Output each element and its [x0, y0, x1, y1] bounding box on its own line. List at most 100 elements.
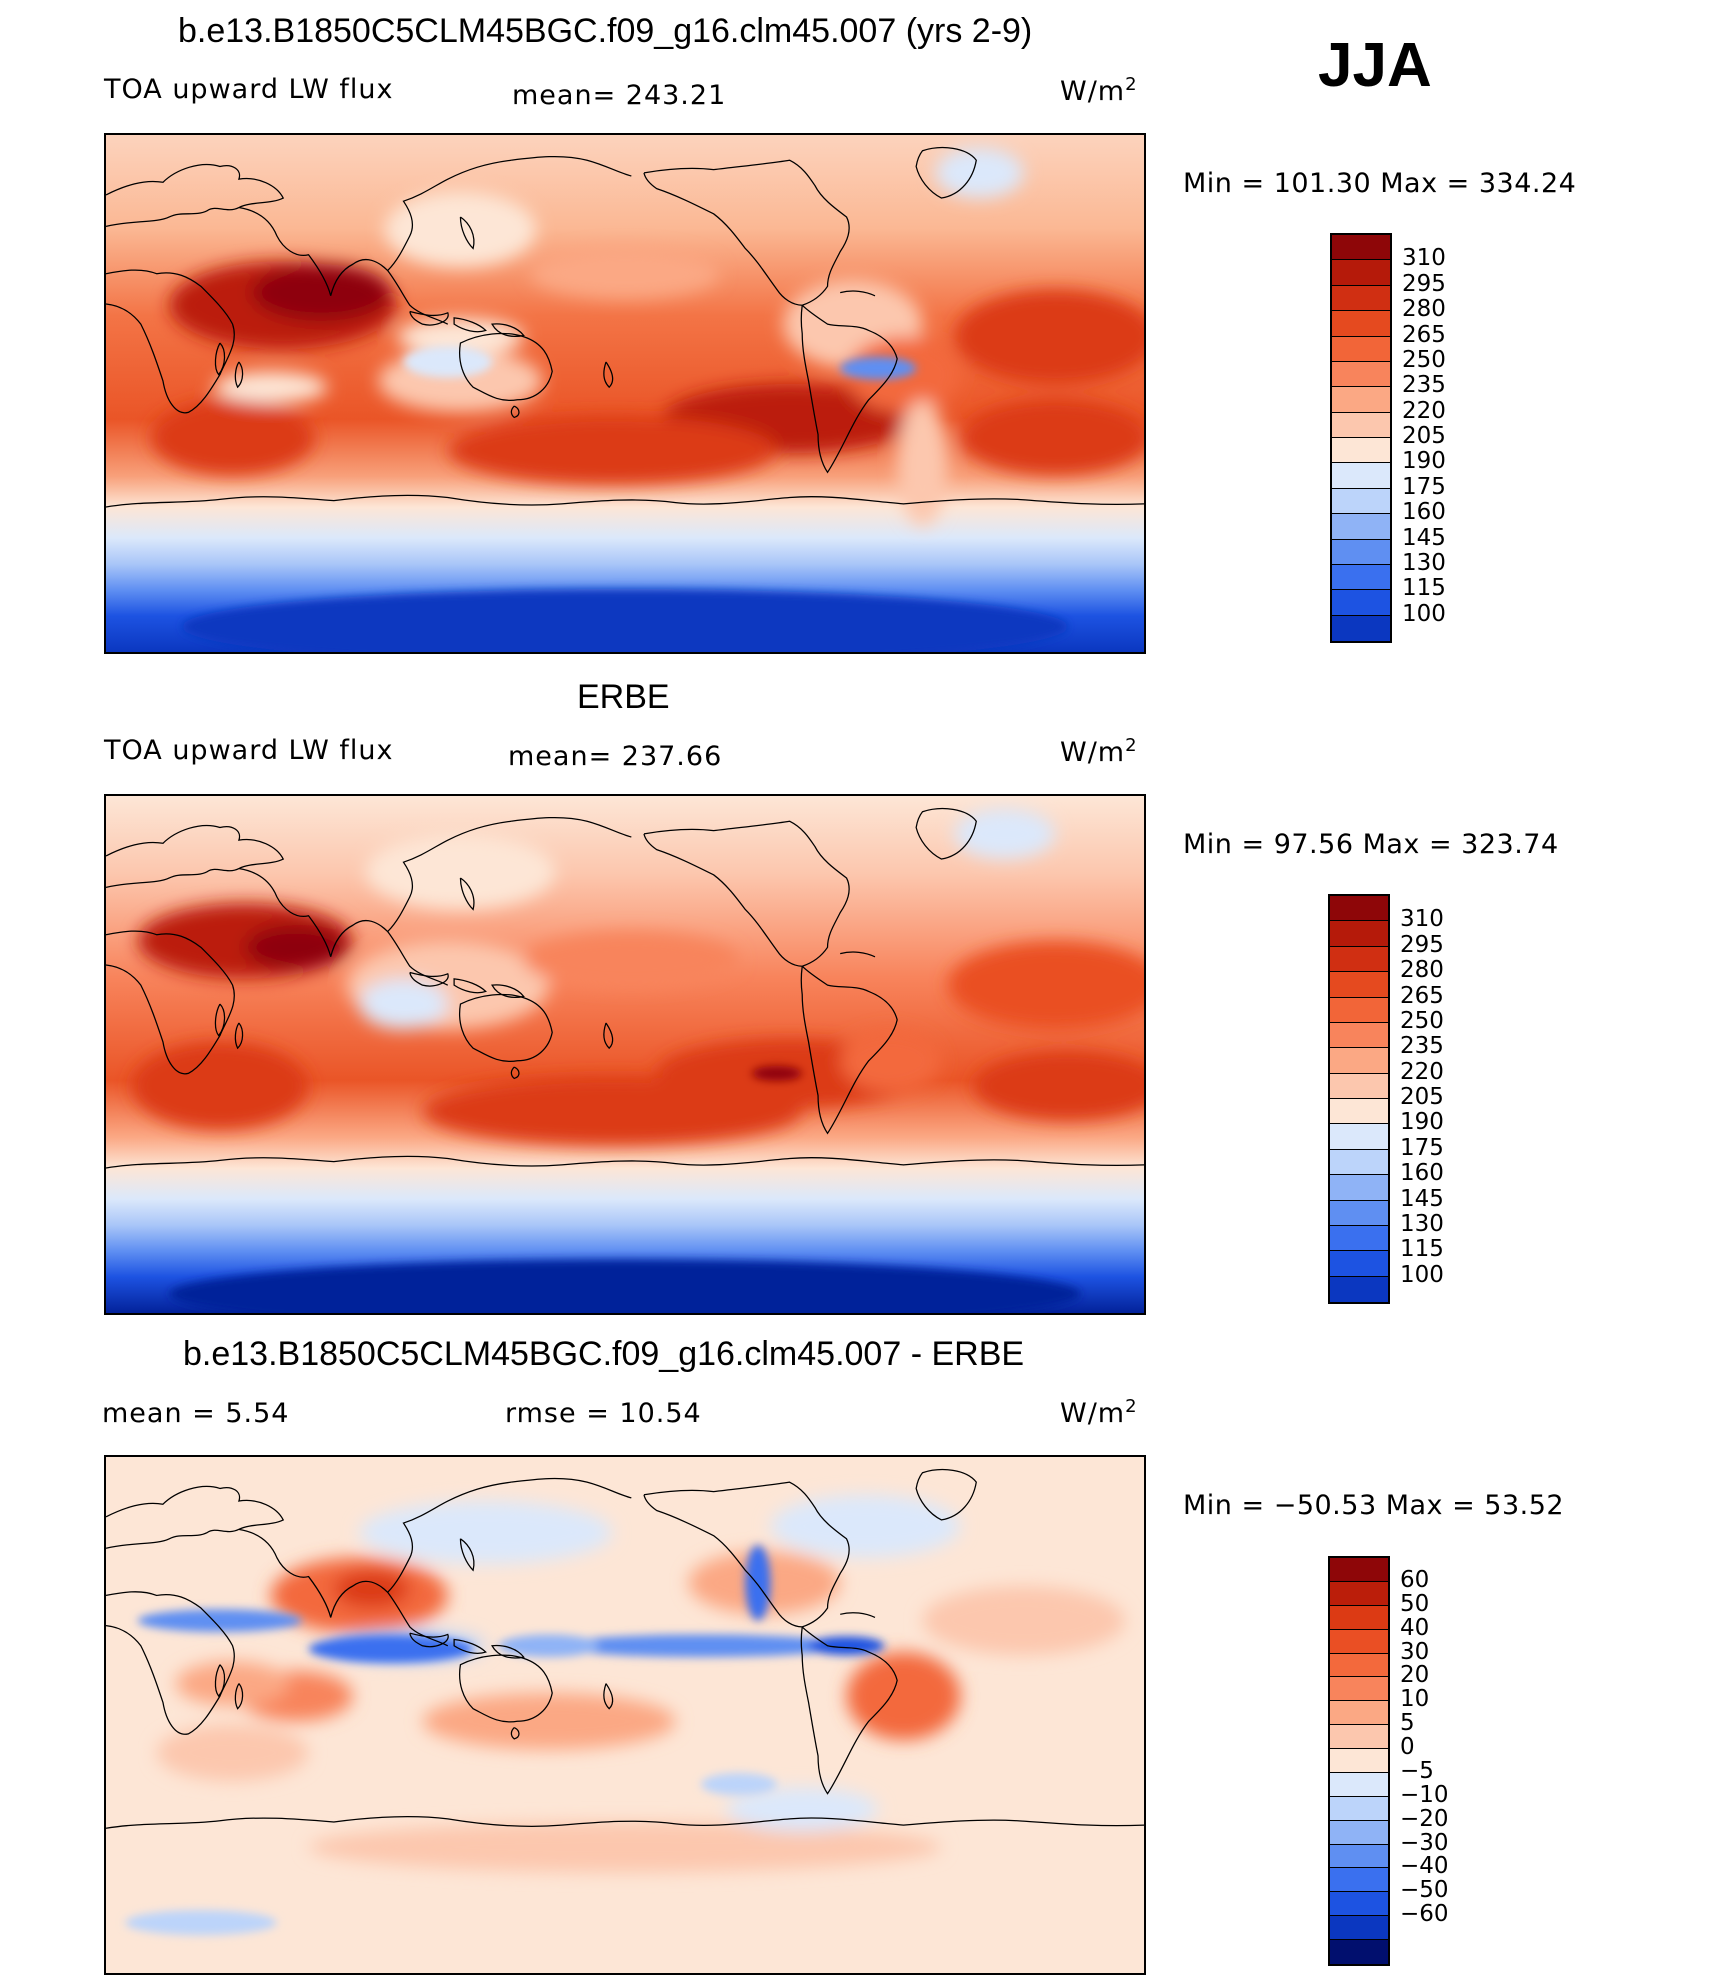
colorbar-tick-label: 190 [1400, 1109, 1444, 1136]
panel-2-variable-label: TOA upward LW flux [104, 735, 394, 766]
units-superscript: 2 [1125, 74, 1138, 95]
colorbar-tick-label: 175 [1400, 1134, 1444, 1161]
colorbar-swatch [1332, 615, 1390, 641]
colorbar-swatch [1330, 1099, 1388, 1125]
units-superscript: 2 [1125, 1396, 1138, 1417]
colorbar-swatch [1332, 514, 1390, 540]
colorbar-tick-label: 115 [1402, 575, 1446, 602]
colorbar-tick-label: 130 [1402, 549, 1446, 576]
colorbar-swatch [1332, 564, 1390, 591]
panel-1-minmax: Min = 101.30 Max = 334.24 [1183, 168, 1577, 199]
panel-2-title: ERBE [577, 678, 670, 716]
colorbar-tick-label: 205 [1400, 1084, 1444, 1110]
colorbar-swatch [1332, 488, 1390, 515]
colorbar-swatch [1330, 1073, 1388, 1099]
colorbar-swatch [1330, 1820, 1388, 1845]
colorbar-swatch [1332, 412, 1390, 438]
colorbar-swatch [1330, 972, 1388, 998]
colorbar-tick-label: 20 [1400, 1662, 1430, 1689]
colorbar-tick-label: −5 [1400, 1757, 1434, 1784]
colorbar-tick-label: 115 [1400, 1236, 1444, 1263]
panel-2-mean-label: mean= 237.66 [508, 741, 723, 772]
colorbar-tick-label: 100 [1400, 1261, 1444, 1288]
colorbar-tick-label: −20 [1400, 1805, 1449, 1832]
colorbar-swatch [1330, 1048, 1388, 1074]
model-toa-lw-map [104, 133, 1146, 654]
colorbar-swatch [1330, 946, 1388, 973]
colorbar-swatch [1330, 1868, 1388, 1893]
difference-map [104, 1455, 1146, 1975]
colorbar-swatch [1330, 997, 1388, 1023]
colorbar-swatch [1330, 1701, 1388, 1726]
colorbar-tick-label: 220 [1400, 1058, 1444, 1085]
colorbar-tick-label: −60 [1400, 1901, 1449, 1928]
panel-3-title: b.e13.B1850C5CLM45BGC.f09_g16.clm45.007 … [183, 1335, 1025, 1373]
colorbar-swatch [1330, 1677, 1388, 1702]
panel-1-mean-label: mean= 243.21 [512, 80, 727, 111]
colorbar-tick-label: 160 [1402, 499, 1446, 526]
colorbar-tick-label: 280 [1402, 296, 1446, 323]
colorbar-swatch [1332, 260, 1390, 286]
colorbar-tick-label: 265 [1402, 321, 1446, 348]
colorbar-swatch [1332, 590, 1390, 616]
panel-3-mean-label: mean = 5.54 [102, 1398, 290, 1429]
season-label: JJA [1318, 31, 1432, 100]
colorbar-swatch [1330, 1276, 1388, 1302]
panel-2-units: W/m2 [1060, 735, 1138, 768]
colorbar-tick-label: 100 [1402, 600, 1446, 627]
colorbar-2 [1328, 894, 1390, 1304]
colorbar-tick-label: 60 [1400, 1566, 1430, 1593]
colorbar-swatch [1330, 896, 1388, 922]
panel-2-minmax: Min = 97.56 Max = 323.74 [1183, 829, 1559, 860]
colorbar-tick-label: 310 [1402, 245, 1446, 272]
colorbar-swatch [1330, 1558, 1388, 1582]
colorbar-swatch [1332, 311, 1390, 337]
colorbar-swatch [1330, 1796, 1388, 1821]
colorbar-tick-label: 145 [1400, 1185, 1444, 1212]
colorbar-swatch [1330, 1772, 1388, 1797]
colorbar-tick-label: 50 [1400, 1590, 1430, 1617]
colorbar-swatch [1330, 921, 1388, 947]
colorbar-tick-label: 130 [1400, 1210, 1444, 1237]
colorbar-swatch [1330, 1629, 1388, 1654]
panel-3-rmse-label: rmse = 10.54 [505, 1398, 702, 1429]
colorbar-swatch [1332, 235, 1390, 261]
colorbar-tick-label: 295 [1402, 270, 1446, 297]
colorbar-swatch [1330, 1124, 1388, 1150]
colorbar-tick-label: 205 [1402, 423, 1446, 449]
colorbar-tick-label: 40 [1400, 1614, 1430, 1641]
colorbar-tick-label: −10 [1400, 1781, 1449, 1808]
panel-3-minmax: Min = −50.53 Max = 53.52 [1183, 1490, 1565, 1521]
colorbar-swatch [1330, 1022, 1388, 1049]
colorbar-swatch [1330, 1940, 1388, 1964]
colorbar-tick-label: 30 [1400, 1638, 1430, 1665]
colorbar-tick-label: 235 [1402, 372, 1446, 399]
colorbar-3 [1328, 1556, 1390, 1966]
colorbar-swatch [1330, 1149, 1388, 1176]
colorbar-swatch [1330, 1581, 1388, 1606]
colorbar-tick-label: 5 [1400, 1710, 1415, 1737]
colorbar-swatch [1332, 361, 1390, 388]
erbe-toa-lw-map [104, 794, 1146, 1315]
panel-1-title: b.e13.B1850C5CLM45BGC.f09_g16.clm45.007 … [178, 12, 1033, 50]
colorbar-swatch [1330, 1749, 1388, 1773]
colorbar-tick-label: 250 [1402, 346, 1446, 373]
colorbar-swatch [1330, 1175, 1388, 1201]
colorbar-tick-label: 310 [1400, 906, 1444, 933]
colorbar-swatch [1332, 438, 1390, 464]
panel-1-variable-label: TOA upward LW flux [104, 74, 394, 105]
panel-1-units: W/m2 [1060, 74, 1138, 107]
colorbar-tick-label: −30 [1400, 1829, 1449, 1856]
colorbar-tick-label: 250 [1400, 1007, 1444, 1034]
colorbar-tick-label: 235 [1400, 1033, 1444, 1060]
colorbar-swatch [1330, 1892, 1388, 1917]
colorbar-tick-label: −40 [1400, 1853, 1449, 1880]
colorbar-tick-label: 0 [1400, 1734, 1415, 1761]
colorbar-swatch [1330, 1653, 1388, 1678]
panel-3-units: W/m2 [1060, 1396, 1138, 1429]
colorbar-swatch [1332, 285, 1390, 312]
colorbar-tick-label: 145 [1402, 524, 1446, 551]
colorbar-swatch [1330, 1844, 1388, 1869]
colorbar-tick-label: 10 [1400, 1686, 1430, 1713]
colorbar-swatch [1332, 539, 1390, 565]
